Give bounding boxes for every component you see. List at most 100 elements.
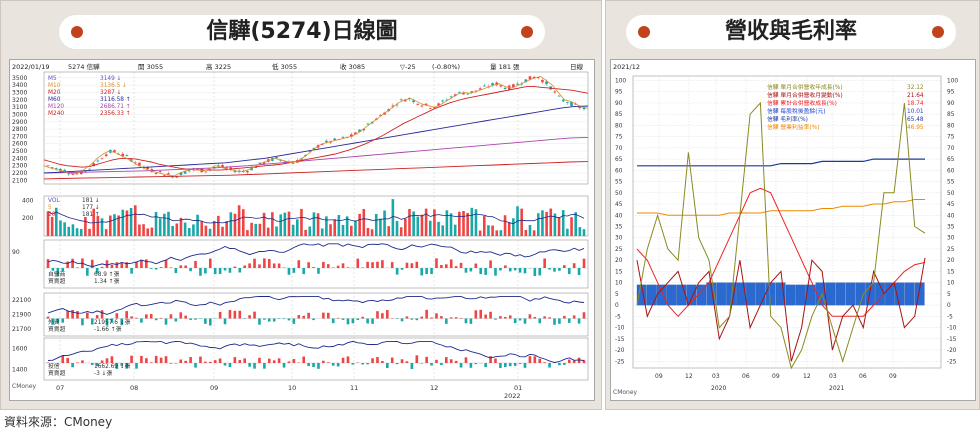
eps-bar [885,282,895,306]
dealer-bar [577,268,581,276]
dealer-bar [548,268,551,270]
foreign-bar [272,318,276,322]
revenue-right-tick: 60 [947,168,955,174]
trust-bar [331,363,335,366]
dealer-bar [312,267,315,268]
eps-bar [805,284,816,306]
trust-bar [61,355,65,363]
subpanel-frame [43,337,589,381]
foreign-bar [449,317,453,319]
volume-bar [250,222,253,236]
trust-bar [164,356,168,363]
foreign-legend-name: 外資 [48,318,60,326]
volume-bar [358,213,361,236]
volume-bar [449,213,453,236]
dealer-bar [371,262,374,268]
cmoney-label-right: CMoney [613,389,638,396]
revenue-right-tick: 45 [947,202,955,208]
trust-bar [415,355,419,363]
header-pct: (-0.80%) [432,63,460,71]
volume-bar [424,208,428,236]
volume-bar [437,221,440,236]
dealer-bar [376,261,379,268]
trust-bar [267,358,271,363]
foreign-bar [508,315,512,319]
foreign-bar [164,318,168,325]
volume-legend-name: 20 [48,212,56,218]
dealer-bar [272,263,276,268]
trust-bar [174,363,178,364]
trust-bar [248,363,251,367]
volume-legend-name: VOL [48,198,60,204]
foreign-bar [248,315,251,319]
foreign-legend-value: 21957.6 ↓張 [94,319,131,326]
revenue-left-tick: -5 [615,314,621,320]
candle-body [474,90,478,92]
candle-body [67,173,71,175]
candle-body [545,81,548,85]
foreign-bar [405,316,409,319]
volume-bar [46,211,50,236]
trust-bar [263,363,266,369]
volume-bar [416,216,420,236]
foreign-bar [410,318,414,320]
foreign-bar [474,310,478,319]
candle-body [279,159,282,161]
price-tick-label: 2700 [12,133,27,140]
candle-body [470,91,474,93]
trust-bar [76,362,79,363]
foreign-bar [208,318,212,326]
header-high: 高 3225 [206,62,231,71]
volume-bar [491,225,494,236]
revenue-left-tick: 25 [615,247,623,253]
revenue-right-tick: 85 [947,112,955,118]
candle-body [300,158,303,160]
foreign-bar [425,309,428,319]
dealer-bar [563,265,566,268]
volume-tick-label: 400 [22,197,34,204]
volume-bar [229,212,233,236]
foreign-bar [435,313,438,319]
candle-body [358,129,361,133]
foreign-bar [115,313,119,319]
dealer-bar [248,263,251,268]
trust-bar [508,363,512,367]
dealer-bar [523,268,527,274]
dealer-bar [331,267,335,268]
volume-bar [566,228,569,236]
candle-body [291,163,295,164]
dealer-bar [297,260,301,268]
trust-bar [518,363,522,364]
foreign-bar [135,317,138,319]
dealer-bar [86,268,89,276]
volume-bar [296,219,299,236]
volume-bar [92,208,96,236]
ma-legend-name: M20 [48,90,61,96]
yoy-growth-line [636,101,926,370]
foreign-bar [154,318,158,321]
dealer-bar [533,268,537,276]
candle-body [433,107,436,109]
volume-legend-value: 181 ↓ [82,197,100,204]
dealer-bar [287,268,291,275]
dealer-bar [46,259,50,268]
dealer-bar [292,268,296,273]
volume-bar [167,211,170,236]
foreign-bar [322,312,325,319]
volume-bar [329,224,332,236]
candle-body [528,76,532,80]
dealer-legend-value: 1.34 ↑張 [94,278,120,285]
trust-bar [95,363,99,367]
trust-bar [243,358,246,363]
volume-bar [129,208,133,236]
foreign-bar [351,318,355,324]
trust-bar [258,357,261,363]
volume-bar [241,209,245,236]
volume-bar [578,227,582,236]
candle-body [362,128,366,131]
revenue-legend-value: 21.64 [907,93,924,99]
foreign-bar [100,310,104,319]
revenue-right-tick: -5 [947,314,953,320]
dealer-bar [263,258,266,268]
header-close: 收 3085 [340,62,365,71]
